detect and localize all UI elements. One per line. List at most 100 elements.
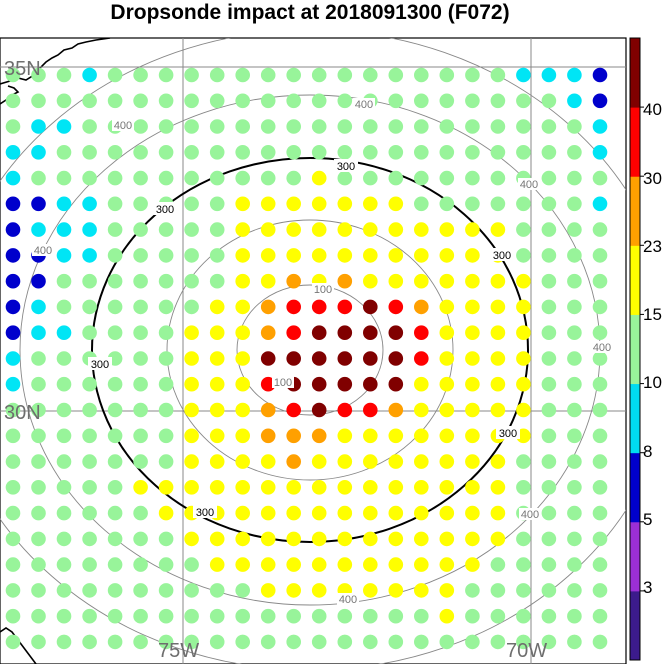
colorbar-segment <box>630 452 640 523</box>
colorbar <box>629 37 644 661</box>
dropsonde-point-lightgreen <box>5 505 21 521</box>
dropsonde-point-lightgreen <box>311 145 327 160</box>
dropsonde-point-lightgreen <box>465 67 480 83</box>
dropsonde-point-orange <box>260 402 276 418</box>
dropsonde-point-yellow <box>388 480 404 495</box>
colorbar-tick-label: 10 <box>643 373 662 392</box>
dropsonde-point-yellow <box>337 557 353 572</box>
dropsonde-point-lightgreen <box>567 428 582 444</box>
dropsonde-point-orange <box>414 299 429 315</box>
dropsonde-point-lightgreen <box>82 376 97 392</box>
dropsonde-point-darkred <box>337 325 353 341</box>
dropsonde-point-yellow <box>260 480 276 495</box>
dropsonde-point-yellow <box>286 480 302 495</box>
dropsonde-point-cyan <box>31 119 46 134</box>
dropsonde-point-lightgreen <box>31 454 46 469</box>
range-label: 400 <box>355 99 373 111</box>
ring-300-label: 300 <box>499 428 517 440</box>
dropsonde-point-lightgreen <box>56 583 72 598</box>
dropsonde-point-darkred <box>311 351 327 366</box>
dropsonde-point-lightgreen <box>516 608 531 624</box>
plot-title: Dropsonde impact at 2018091300 (F072) <box>110 1 510 24</box>
dropsonde-point-lightgreen <box>107 608 123 624</box>
dropsonde-point-cyan <box>31 325 46 341</box>
dropsonde-point-lightgreen <box>31 634 46 650</box>
dropsonde-point-yellow <box>439 351 455 366</box>
dropsonde-point-blue <box>592 67 608 83</box>
dropsonde-point-yellow <box>388 531 404 547</box>
dropsonde-point-yellow <box>260 222 276 237</box>
dropsonde-point-lightgreen <box>158 531 174 547</box>
ring-300-label: 300 <box>156 204 174 216</box>
dropsonde-point-orange <box>286 454 302 469</box>
dropsonde-point-blue <box>592 93 608 109</box>
dropsonde-point-red <box>363 402 378 418</box>
dropsonde-point-lightgreen <box>133 67 148 83</box>
dropsonde-point-lightgreen <box>592 634 608 650</box>
dropsonde-point-cyan <box>31 299 46 315</box>
dropsonde-point-lightgreen <box>260 67 276 83</box>
dropsonde-point-lightgreen <box>286 93 302 109</box>
dropsonde-point-lightgreen <box>82 273 97 289</box>
dropsonde-point-yellow <box>490 402 506 418</box>
dropsonde-point-yellow <box>235 402 250 418</box>
dropsonde-point-lightgreen <box>5 119 21 134</box>
dropsonde-point-lightgreen <box>107 480 123 495</box>
dropsonde-point-orange <box>388 402 404 418</box>
dropsonde-point-lightgreen <box>363 145 378 160</box>
dropsonde-point-darkred <box>388 376 404 392</box>
dropsonde-point-lightgreen <box>56 170 72 186</box>
dropsonde-point-orange <box>260 428 276 444</box>
dropsonde-point-yellow <box>209 402 225 418</box>
dropsonde-point-lightgreen <box>567 505 582 521</box>
dropsonde-point-yellow <box>388 248 404 263</box>
dropsonde-point-lightgreen <box>311 608 327 624</box>
dropsonde-point-lightgreen <box>260 93 276 109</box>
colorbar-tick-label: 30 <box>643 169 662 188</box>
dropsonde-point-yellow <box>439 273 455 289</box>
dropsonde-point-lightgreen <box>107 505 123 521</box>
dropsonde-point-lightgreen <box>516 145 531 160</box>
dropsonde-point-lightgreen <box>107 428 123 444</box>
dropsonde-point-lightgreen <box>363 608 378 624</box>
dropsonde-point-yellow <box>235 196 250 212</box>
dropsonde-point-lightgreen <box>56 480 72 495</box>
dropsonde-point-lightgreen <box>31 93 46 109</box>
dropsonde-point-yellow <box>439 376 455 392</box>
dropsonde-point-lightgreen <box>490 557 506 572</box>
dropsonde-point-yellow <box>414 557 429 572</box>
dropsonde-point-lightgreen <box>107 299 123 315</box>
dropsonde-point-lightgreen <box>286 145 302 160</box>
dropsonde-point-yellow <box>184 376 199 392</box>
colorbar-tick-labels: 40 30 23 15 10 8 5 3 <box>643 100 662 597</box>
dropsonde-point-orange <box>286 428 302 444</box>
dropsonde-point-lightgreen <box>311 119 327 134</box>
dropsonde-point-lightgreen <box>439 119 455 134</box>
dropsonde-point-lightgreen <box>567 299 582 315</box>
dropsonde-point-lightgreen <box>516 557 531 572</box>
dropsonde-point-lightgreen <box>209 145 225 160</box>
dropsonde-point-yellow <box>388 583 404 598</box>
dropsonde-point-yellow <box>465 299 480 315</box>
dropsonde-point-yellow <box>363 222 378 237</box>
dropsonde-point-lightgreen <box>567 119 582 134</box>
dropsonde-point-yellow <box>439 608 455 624</box>
dropsonde-point-yellow <box>439 299 455 315</box>
dropsonde-point-lightgreen <box>5 634 21 650</box>
dropsonde-point-cyan <box>82 222 97 237</box>
dropsonde-point-yellow <box>235 299 250 315</box>
dropsonde-point-lightgreen <box>541 608 557 624</box>
dropsonde-point-yellow <box>388 505 404 521</box>
dropsonde-point-yellow <box>311 531 327 547</box>
dropsonde-point-lightgreen <box>133 351 148 366</box>
dropsonde-point-lightgreen <box>209 119 225 134</box>
dropsonde-point-yellow <box>465 454 480 469</box>
dropsonde-point-lightgreen <box>209 93 225 109</box>
ring-300-label: 300 <box>337 161 355 173</box>
dropsonde-point-lightgreen <box>184 248 199 263</box>
dropsonde-point-lightgreen <box>133 454 148 469</box>
dropsonde-point-yellow <box>490 351 506 366</box>
dropsonde-point-darkred <box>388 351 404 366</box>
dropsonde-point-yellow <box>260 505 276 521</box>
dropsonde-point-yellow <box>209 299 225 315</box>
